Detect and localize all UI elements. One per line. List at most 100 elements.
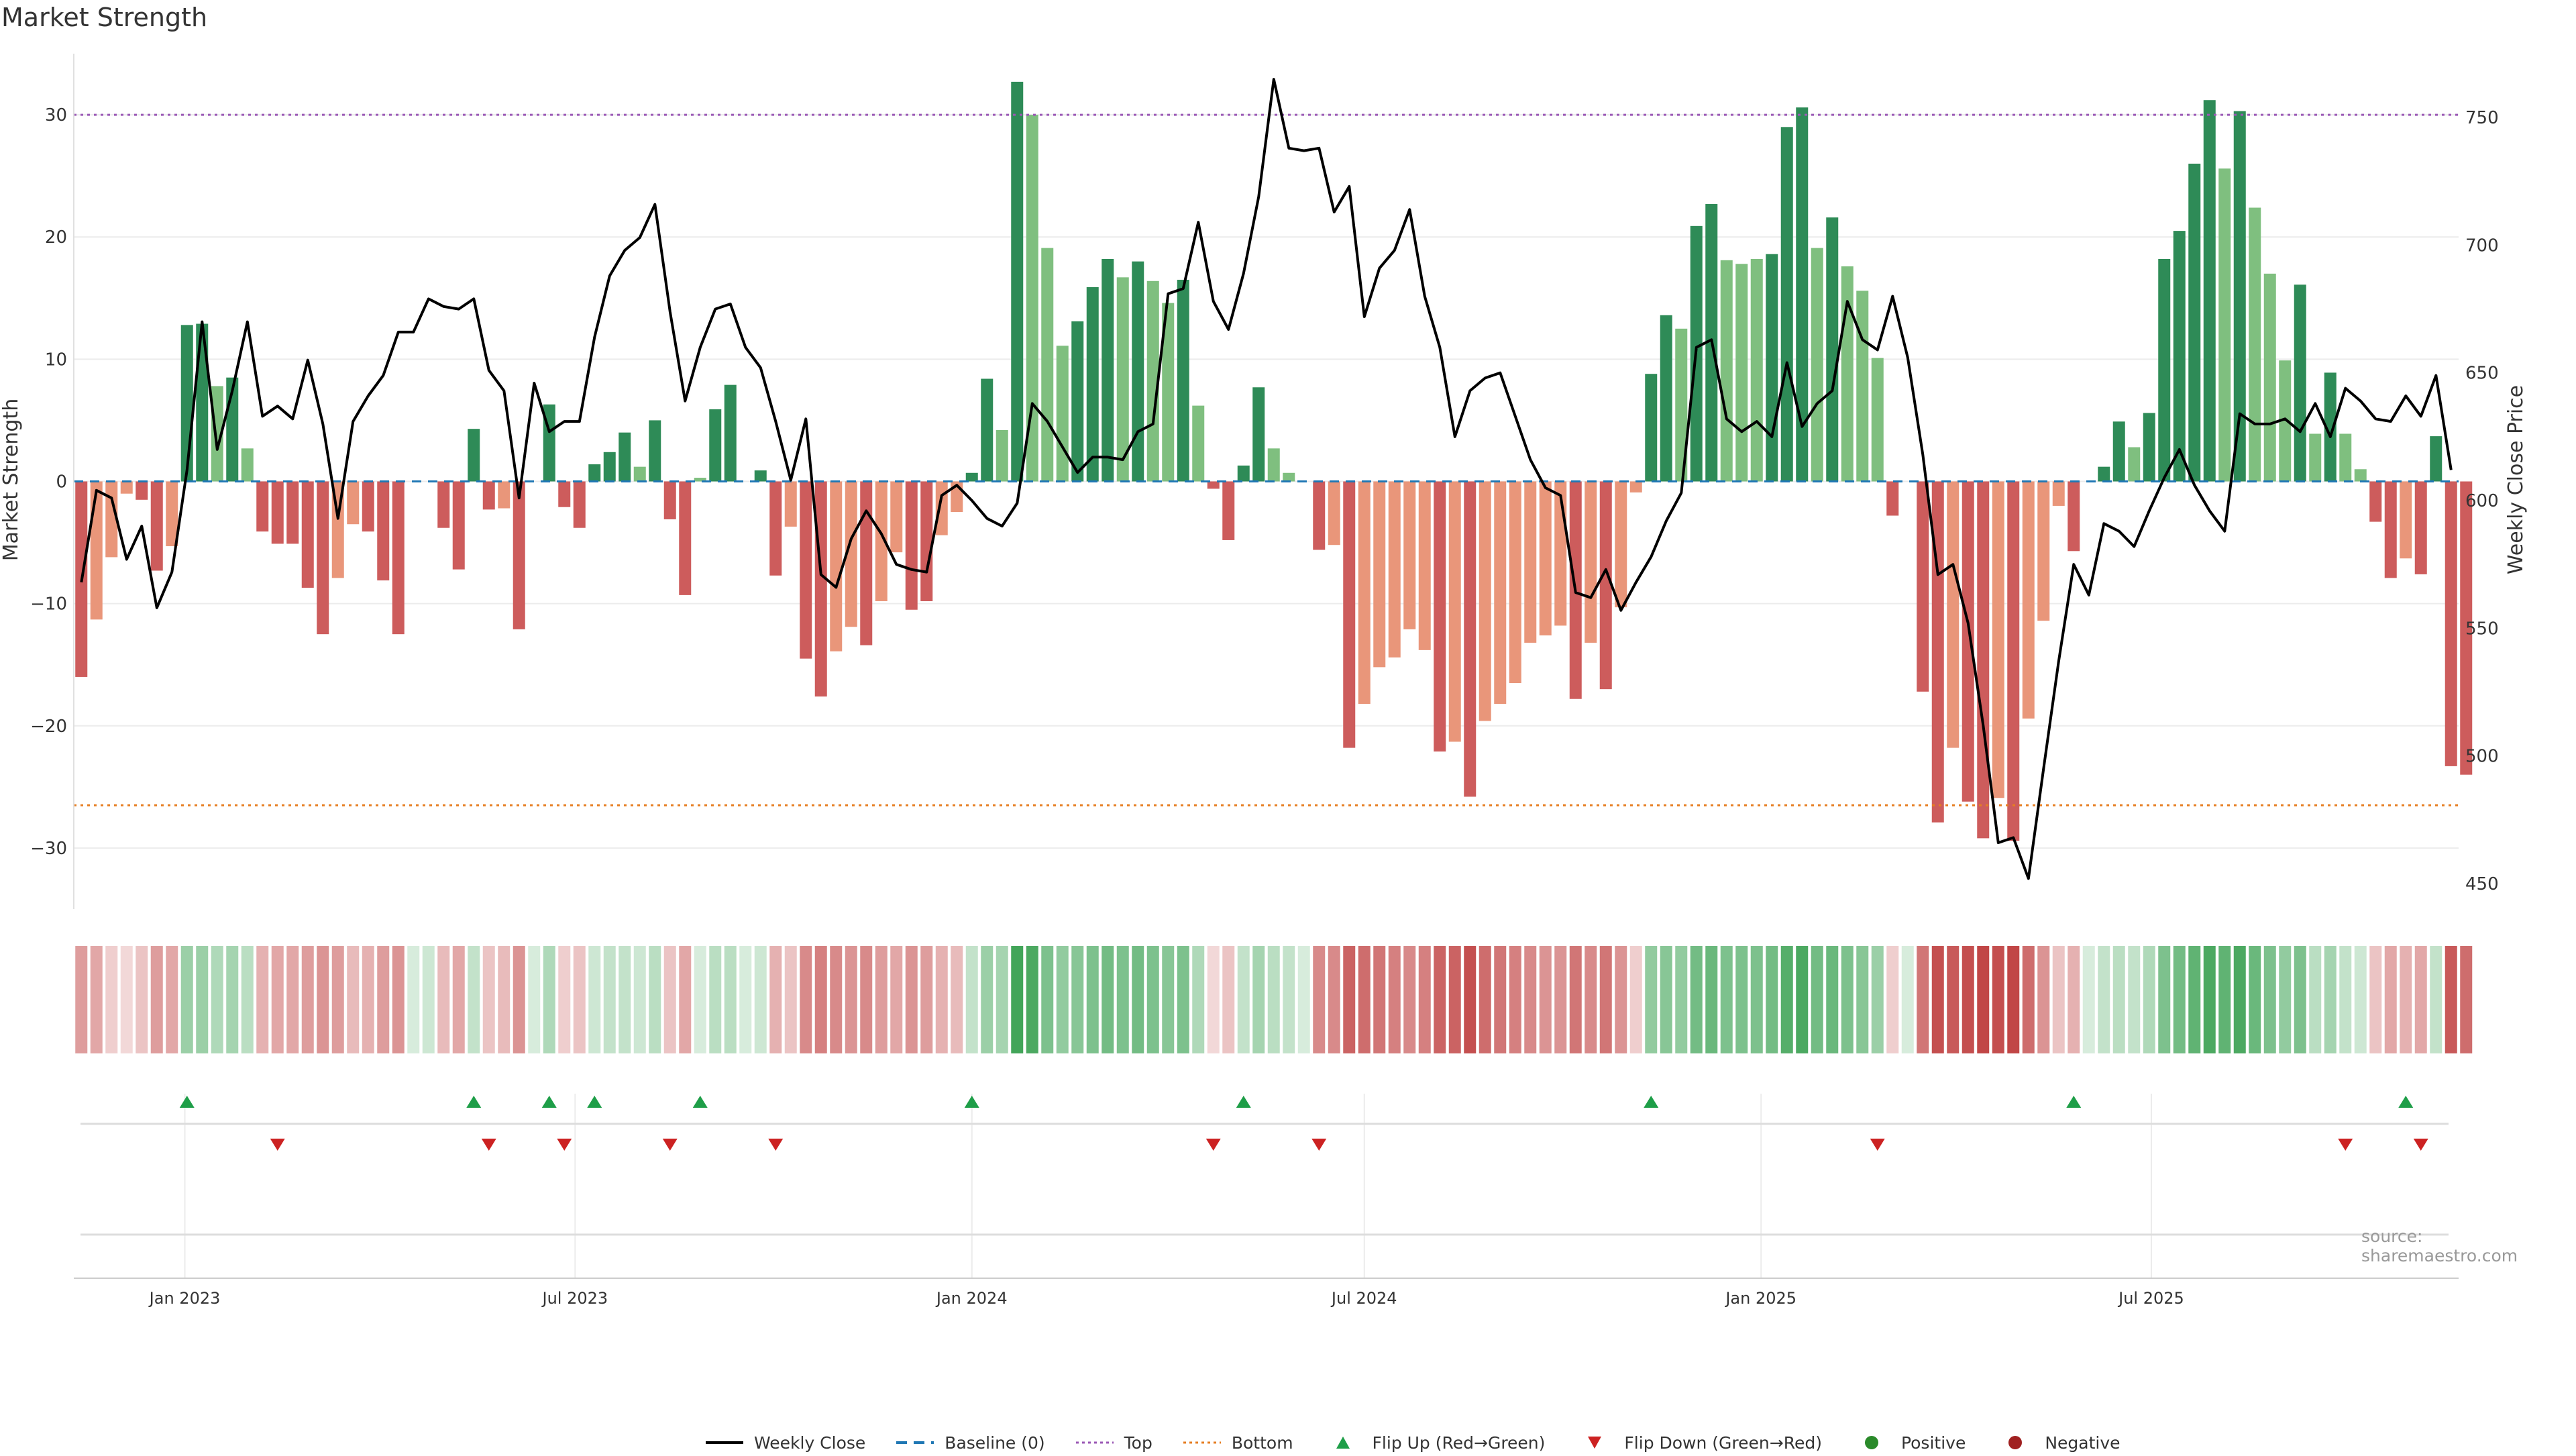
heat-cell bbox=[482, 946, 495, 1053]
heat-cell bbox=[890, 946, 903, 1053]
strength-bar bbox=[1102, 259, 1114, 482]
strength-bar bbox=[1373, 481, 1386, 668]
strength-bar bbox=[1343, 481, 1356, 748]
strength-bar bbox=[1735, 264, 1748, 482]
strength-bar bbox=[2098, 466, 2110, 482]
heat-cell bbox=[1645, 946, 1658, 1053]
heat-cell bbox=[1615, 946, 1627, 1053]
heat-cell bbox=[1132, 946, 1144, 1053]
heat-cell bbox=[2294, 946, 2306, 1053]
flip-markers bbox=[80, 1096, 2449, 1236]
strength-bar bbox=[1026, 115, 1038, 482]
strength-bar bbox=[2037, 481, 2050, 621]
strength-bar bbox=[1645, 374, 1658, 482]
strength-bar bbox=[830, 481, 843, 652]
heat-cell bbox=[1599, 946, 1612, 1053]
legend-label: Flip Up (Red→Green) bbox=[1372, 1433, 1546, 1453]
heat-cell bbox=[1629, 946, 1642, 1053]
heat-cell bbox=[1992, 946, 2004, 1053]
strength-bar bbox=[1585, 481, 1597, 643]
strength-bar bbox=[800, 481, 812, 659]
strength-bar bbox=[2430, 436, 2443, 482]
legend-item-flip-down: Flip Down (Green→Red) bbox=[1574, 1433, 1822, 1453]
y2-axis-label: Weekly Close Price bbox=[2504, 385, 2528, 574]
heat-cell bbox=[1026, 946, 1038, 1053]
legend-label: Flip Down (Green→Red) bbox=[1624, 1433, 1822, 1453]
heat-cell bbox=[724, 946, 737, 1053]
heat-cell bbox=[317, 946, 329, 1053]
strength-bar bbox=[996, 430, 1008, 482]
strength-bar bbox=[437, 481, 450, 528]
y2-tick-label: 500 bbox=[2465, 747, 2499, 767]
strength-bar bbox=[724, 384, 737, 482]
y-tick-label: 0 bbox=[56, 472, 67, 492]
heat-cell bbox=[679, 946, 692, 1053]
heat-cell bbox=[1252, 946, 1265, 1053]
strength-bars bbox=[75, 81, 2473, 841]
strength-bar bbox=[2369, 481, 2382, 522]
strength-bar bbox=[2158, 259, 2171, 482]
heat-cell bbox=[1554, 946, 1567, 1053]
heat-cell bbox=[422, 946, 435, 1053]
heat-cell bbox=[1328, 946, 1340, 1053]
x-tick-label: Jan 2023 bbox=[148, 1289, 221, 1308]
strength-bar bbox=[905, 481, 918, 610]
heat-cell bbox=[1434, 946, 1446, 1053]
strength-bar bbox=[166, 481, 178, 547]
heat-cell bbox=[739, 946, 752, 1053]
heat-cell bbox=[1917, 946, 1929, 1053]
strength-bar bbox=[1811, 248, 1823, 482]
heat-cell bbox=[2188, 946, 2201, 1053]
heat-cell bbox=[392, 946, 405, 1053]
heat-cell bbox=[2052, 946, 2065, 1053]
heat-cell bbox=[2430, 946, 2443, 1053]
heat-cell bbox=[1116, 946, 1129, 1053]
legend-label: Positive bbox=[1900, 1433, 1966, 1453]
heat-cell bbox=[694, 946, 706, 1053]
strength-bar bbox=[845, 481, 857, 627]
strength-bar bbox=[1267, 448, 1280, 482]
strength-bar bbox=[1615, 481, 1627, 608]
heat-cell bbox=[2218, 946, 2231, 1053]
page-title: Market Strength bbox=[1, 3, 208, 32]
heat-cell bbox=[649, 946, 661, 1053]
triangle-up-icon bbox=[1323, 1435, 1363, 1451]
heat-cell bbox=[1735, 946, 1748, 1053]
legend-label: Bottom bbox=[1231, 1433, 1293, 1453]
heat-cell bbox=[1177, 946, 1189, 1053]
heat-cell bbox=[75, 946, 88, 1053]
heat-cell bbox=[619, 946, 631, 1053]
heat-cell bbox=[241, 946, 254, 1053]
flip-down-marker bbox=[1311, 1139, 1327, 1151]
flip-up-marker bbox=[2398, 1096, 2414, 1108]
heat-cell bbox=[2460, 946, 2473, 1053]
x-tick-label: Jul 2025 bbox=[2117, 1289, 2184, 1308]
circle-icon bbox=[1995, 1435, 2035, 1451]
heat-cell bbox=[2082, 946, 2095, 1053]
heat-cell bbox=[769, 946, 782, 1053]
heat-cell bbox=[1675, 946, 1688, 1053]
strength-bar bbox=[981, 378, 994, 482]
heat-cell bbox=[875, 946, 888, 1053]
strength-bar bbox=[1766, 254, 1778, 482]
strength-bar bbox=[2339, 433, 2352, 482]
heat-cell bbox=[1358, 946, 1371, 1053]
strength-bar bbox=[1660, 315, 1672, 482]
strength-bar bbox=[347, 481, 360, 525]
heat-cell bbox=[1041, 946, 1054, 1053]
y-tick-label: −10 bbox=[30, 594, 67, 615]
legend-item-weekly-close: Weekly Close bbox=[704, 1433, 865, 1453]
heat-cell bbox=[2128, 946, 2141, 1053]
y-axis-left: −30 −20 −10 0 10 20 30 bbox=[30, 54, 74, 909]
heat-cell bbox=[1871, 946, 1884, 1053]
strength-bar bbox=[1041, 248, 1054, 482]
flip-up-marker bbox=[179, 1096, 195, 1108]
strength-bar bbox=[2263, 273, 2276, 482]
heat-cell bbox=[1585, 946, 1597, 1053]
strength-bar bbox=[1328, 481, 1340, 545]
heat-cell bbox=[1796, 946, 1809, 1053]
heat-cell bbox=[2400, 946, 2412, 1053]
legend-item-baseline: Baseline (0) bbox=[895, 1433, 1045, 1453]
strength-bar bbox=[150, 481, 163, 571]
strength-bar bbox=[136, 481, 148, 500]
